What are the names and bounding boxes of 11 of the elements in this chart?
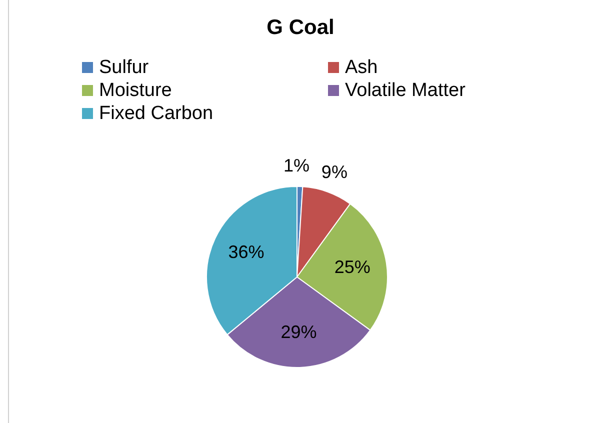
data-label: 25% [334, 257, 370, 278]
data-label: 36% [228, 242, 264, 262]
data-label: 1% [283, 156, 310, 176]
chart-title: G Coal [266, 16, 336, 40]
legend-label: Sulfur [99, 56, 149, 79]
data-label: 29% [280, 322, 317, 342]
legend-label: Fixed Carbon [99, 102, 214, 125]
data-label: 9% [321, 162, 348, 182]
legend-label: Volatile Matter [345, 79, 466, 102]
legend-label: Ash [345, 56, 378, 79]
legend-label: Moisture [99, 79, 172, 102]
